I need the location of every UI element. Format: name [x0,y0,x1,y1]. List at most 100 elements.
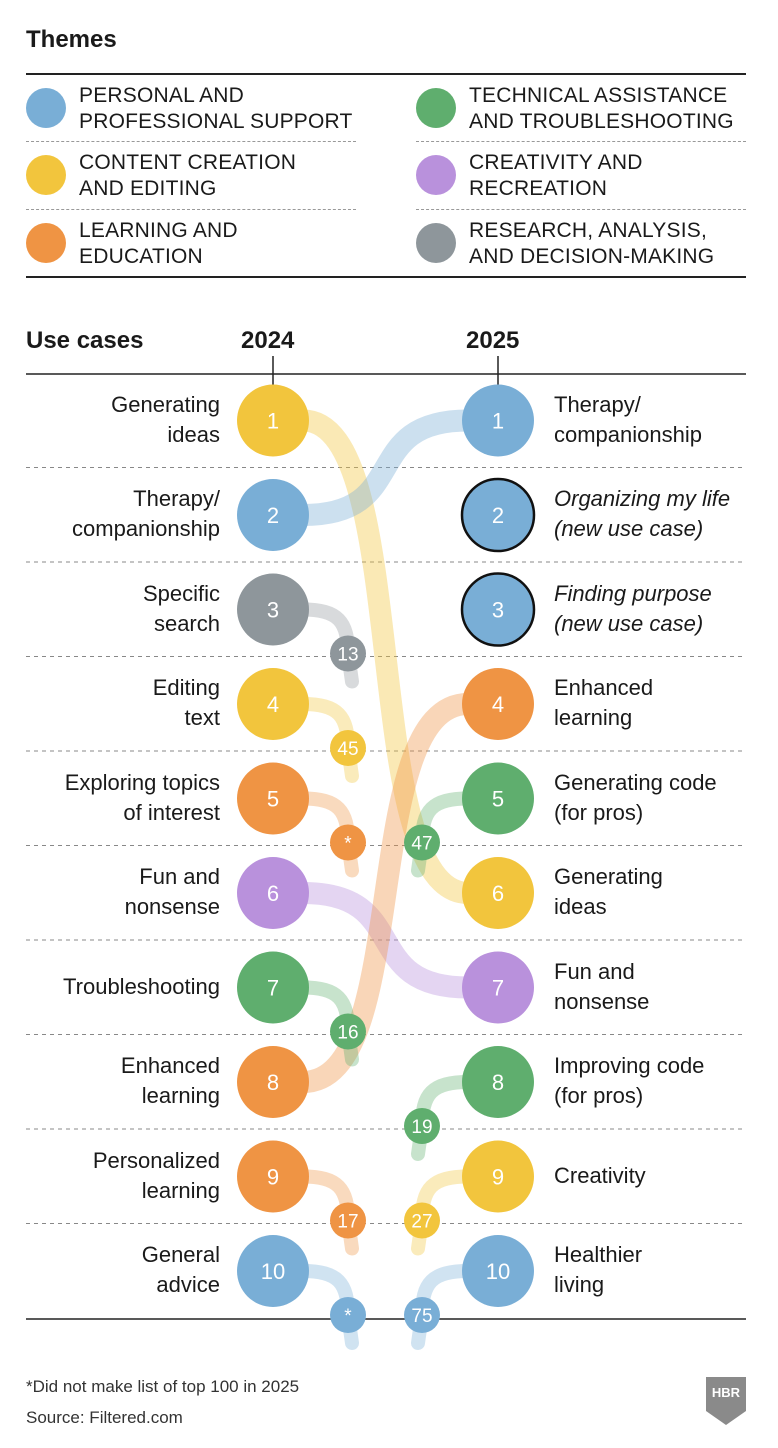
offlist-rank-label: 27 [411,1212,432,1233]
rank-ribbon-6 [292,882,479,999]
use-case-2025-label: Organizing my life (new use case) [554,484,774,544]
offlist-rank-label: 19 [411,1117,432,1138]
rank-number-2025: 8 [492,1070,504,1095]
year-2025-label: 2025 [466,327,520,354]
themes-top-rule [26,73,746,75]
hbr-logo-text: HBR [712,1385,741,1400]
footnote: *Did not make list of top 100 in 2025 [26,1377,300,1396]
label-line: nonsense [554,988,650,1014]
year-2024-label: 2024 [241,327,295,354]
rank-number-2024: 9 [267,1165,279,1190]
label-line: Organizing my life [554,486,731,511]
rank-number-2025: 6 [492,881,504,906]
use-case-2025-label: Healthier living [554,1240,774,1300]
rank-number-2025: 5 [492,787,504,812]
rank-ribbon-1 [292,409,479,904]
rank-ribbon-8 [292,693,479,1093]
use-case-2024-label: Therapy/companionship [0,484,220,544]
rank-circle-2024 [237,1140,309,1213]
source-line: Source: Filtered.com [26,1408,183,1427]
theme-dot-gray-icon [416,223,456,263]
rank-number-2025: 10 [486,1259,510,1284]
new-rank-circle-2025 [460,572,536,647]
use-case-2025-label: Improving code (for pros) [554,1051,774,1111]
rank-number-2024: 1 [267,409,279,434]
offlist-rank-marker [330,635,366,672]
label-line: companionship [72,516,220,541]
rank-circle-2025 [462,668,534,740]
divider [26,141,356,142]
offlist-rank-label: 13 [337,645,358,666]
use-case-2025-label: Enhanced learning [554,673,774,733]
offlist-rank-marker [330,1013,366,1050]
rank-number-2024: 4 [267,692,279,717]
use-case-2024-label: Generating ideas [0,390,220,450]
offlist-rank-marker [330,730,366,766]
use-case-2025-label: Fun and nonsense [554,957,774,1017]
divider [26,209,356,210]
label-line: nonsense [124,894,220,919]
rank-circle-2024 [237,668,309,740]
theme-label: CREATIVITY AND RECREATION [469,151,643,200]
label-line: Troubleshooting [63,973,220,999]
offlist-rank-label: 75 [411,1306,432,1327]
theme-label: CONTENT CREATION AND EDITING [79,151,297,200]
hbr-logo: HBR [706,1377,746,1425]
theme-dot-purple-icon [416,155,456,195]
label-line: companionship [554,421,702,447]
label-line: Therapy/ [133,486,220,511]
label-line: advice [156,1272,220,1297]
offlist-rank-label: * [344,1306,352,1327]
use-case-2024-label: Troubleshooting [0,972,220,1002]
label-line: search [153,610,220,636]
theme-label: RESEARCH, ANALYSIS, AND DECISION-MAKING [469,219,715,268]
use-case-2025-label: Generating ideas [554,862,774,922]
rank-circle-2025 [462,1235,534,1307]
rank-number-2024: 6 [267,881,279,906]
use-case-2024-label: Editing text [0,673,220,733]
rank-circle-2025 [462,1140,534,1213]
rank-circle-2024 [237,857,309,929]
label-line: of interest [123,799,220,825]
rank-number-2025: 9 [492,1165,504,1190]
offlist-rank-label: * [344,834,352,855]
use-cases-title: Use cases [26,327,144,354]
label-line: (new use case) [554,516,704,541]
label-line: Fun and [139,864,220,889]
rank-number-2025: 7 [492,976,504,1001]
rank-ribbon-2 [292,409,479,526]
label-line: Fun and [554,958,635,984]
theme-dot-orange-icon [26,223,66,263]
theme-dot-green-icon [416,88,456,128]
use-case-2024-label: General advice [0,1240,220,1300]
offlist-rank-marker [330,1297,366,1333]
rank-circle-2025 [462,1046,534,1118]
rank-circle-2025 [462,762,534,835]
offlist-rank-marker [404,824,440,861]
offlist-rank-label: 47 [411,834,432,855]
label-line: Exploring topics [64,769,220,795]
rank-number-2025: 2 [492,503,504,528]
rank-number-2025: 4 [492,692,504,717]
label-line: Improving code [554,1053,705,1078]
rank-circle-2024 [237,479,309,551]
rank-number-2025: 1 [492,409,504,434]
label-line: Personalized [92,1147,220,1173]
offlist-rank-marker [404,1202,440,1239]
rank-circle-2025 [462,384,534,457]
label-line: learning [141,1083,220,1108]
rank-circle-2024 [237,951,309,1024]
theme-dot-blue-icon [26,88,66,128]
offlist-rank-marker [404,1108,440,1144]
rank-circle-2024 [237,1046,309,1118]
theme-label: LEARNING AND EDUCATION [79,219,238,268]
themes-bottom-rule [26,276,746,278]
divider [416,141,746,142]
use-case-2025-label: Creativity [554,1161,774,1191]
use-case-2025-label: Finding purpose (new use case) [554,579,774,639]
rank-number-2024: 5 [267,787,279,812]
new-rank-circle-2025 [460,477,536,553]
label-line: Editing [152,675,220,700]
label-line: Enhanced [554,675,654,700]
